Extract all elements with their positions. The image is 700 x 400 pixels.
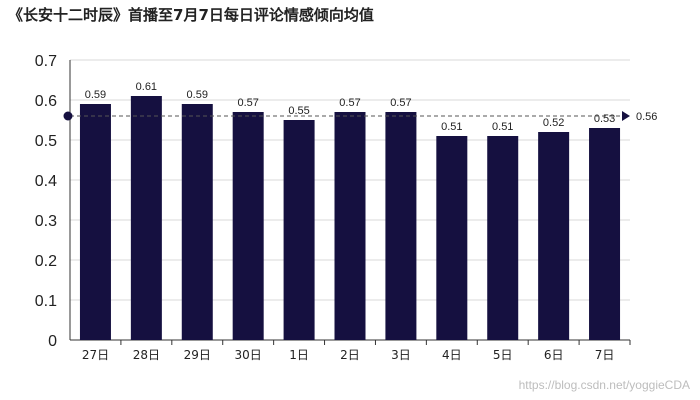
data-label: 0.57 (339, 97, 360, 109)
bar (334, 112, 366, 340)
x-tick-label: 7日 (595, 348, 615, 362)
x-tick-label: 28日 (133, 348, 160, 362)
x-tick-label: 5日 (493, 348, 513, 362)
x-tick-label: 3日 (391, 348, 411, 362)
average-end-arrow (622, 111, 630, 121)
bar (436, 136, 468, 340)
x-tick-label: 29日 (184, 348, 211, 362)
x-tick-label: 1日 (289, 348, 309, 362)
bar (538, 132, 570, 340)
data-label: 0.59 (187, 89, 208, 101)
bar (181, 104, 213, 340)
bar (385, 112, 417, 340)
data-label: 0.53 (594, 113, 615, 125)
chart-title: 《长安十二时辰》首播至7月7日每日评论情感倾向均值 (8, 6, 374, 24)
x-tick-label: 4日 (442, 348, 462, 362)
y-tick-label: 0.6 (35, 93, 57, 110)
data-label: 0.61 (136, 81, 157, 93)
watermark: https://blog.csdn.net/yoggieCDA (518, 378, 690, 392)
bar (232, 112, 264, 340)
data-label: 0.55 (288, 105, 309, 117)
y-tick-label: 0.3 (35, 213, 57, 230)
data-label: 0.51 (492, 121, 513, 133)
y-tick-label: 0.2 (35, 253, 57, 270)
y-tick-label: 0.1 (35, 293, 57, 310)
data-label: 0.57 (237, 97, 258, 109)
y-tick-label: 0 (48, 333, 57, 350)
x-tick-label: 27日 (82, 348, 109, 362)
data-label: 0.59 (85, 89, 106, 101)
data-label: 0.52 (543, 117, 564, 129)
y-tick-label: 0.7 (35, 53, 57, 70)
y-tick-label: 0.4 (35, 173, 57, 190)
data-label: 0.57 (390, 97, 411, 109)
y-tick-label: 0.5 (35, 133, 57, 150)
x-tick-label: 30日 (235, 348, 262, 362)
data-label: 0.51 (441, 121, 462, 133)
bar (487, 136, 519, 340)
bar (130, 96, 162, 340)
average-label: 0.56 (636, 111, 657, 123)
x-tick-label: 2日 (340, 348, 360, 362)
bar (283, 120, 315, 340)
bar (589, 128, 621, 340)
bar (79, 104, 111, 340)
average-start-marker (63, 111, 73, 121)
x-tick-label: 6日 (544, 348, 564, 362)
